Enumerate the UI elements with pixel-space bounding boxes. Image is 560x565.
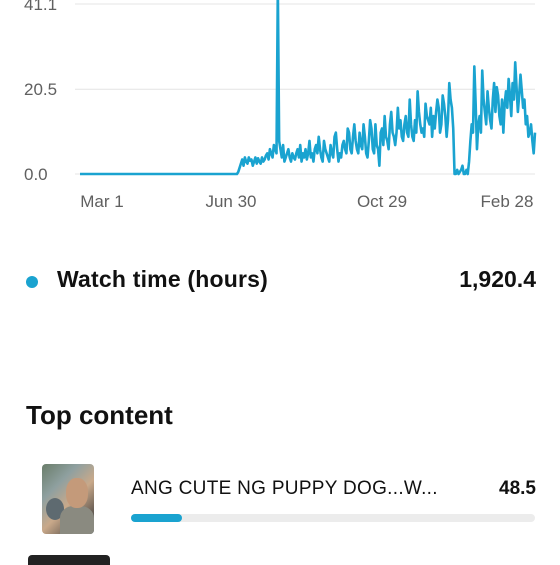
metric-value: 1,920.4 [459,266,536,292]
video-watch-time: 48.5 [499,478,536,499]
metric-label: Watch time (hours) [57,266,269,292]
x-axis-labels: Mar 1 Jun 30 Oct 29 Feb 28 [80,192,533,211]
metric-row[interactable]: Watch time (hours) 1,920.4 [0,262,560,302]
y-tick-label: 20.5 [24,80,57,99]
y-axis-labels: 0.0 20.5 41.1 [24,0,57,184]
top-content-item[interactable]: ANG CUTE NG PUPPY DOG...W... 48.5 [0,462,560,534]
watch-time-series-line [80,0,537,176]
x-tick-label: Jun 30 [205,192,256,211]
next-video-thumbnail[interactable] [28,555,110,565]
metric-legend-dot [26,276,38,288]
video-share-bar [131,514,535,522]
y-tick-label: 0.0 [24,165,48,184]
video-title[interactable]: ANG CUTE NG PUPPY DOG...W... [131,478,438,499]
x-tick-label: Oct 29 [357,192,407,211]
x-tick-label: Mar 1 [80,192,123,211]
thumbnail-person-shape [60,506,94,534]
watch-time-chart: 0.0 20.5 41.1 Mar 1 Jun 30 Oct 29 Feb 28 [24,0,537,211]
thumbnail-dog-shape [46,498,64,520]
x-tick-label: Feb 28 [481,192,534,211]
y-tick-label: 41.1 [24,0,57,14]
thumbnail-face-shape [66,478,88,508]
video-thumbnail[interactable] [42,464,94,534]
video-share-bar-fill [131,514,182,522]
top-content-heading: Top content [26,400,173,430]
